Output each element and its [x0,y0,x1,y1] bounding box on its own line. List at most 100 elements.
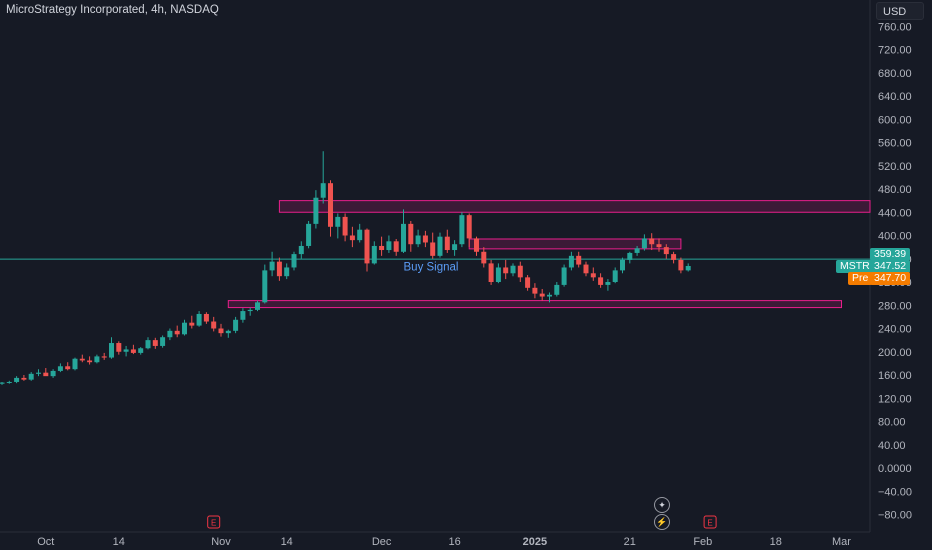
x-tick-label: Feb [693,536,712,548]
candle-body [598,277,604,285]
y-tick-label: 280.00 [878,300,912,312]
y-tick-label: −40.00 [878,486,912,498]
candle-body [379,245,385,251]
symbol-title[interactable]: MicroStrategy Incorporated, 4h, NASDAQ [6,4,219,16]
candle-body [72,358,78,370]
x-tick-label: Oct [37,536,54,548]
candle-body [452,244,458,251]
earnings-marker-label: E [211,519,216,528]
x-tick-label: Nov [211,536,231,548]
plus-circle-icon[interactable]: ✦ [654,497,670,513]
y-tick-label: 600.00 [878,114,912,126]
candle-body [335,216,341,227]
buy-signal-annotation[interactable]: Buy Signal [404,261,459,273]
candle-body [430,242,436,256]
x-tick-label: 2025 [523,536,547,548]
level-price-tag: 359.39 [870,248,911,261]
candle-body [568,255,574,268]
candle-body [130,349,136,353]
currency-button[interactable]: USD [876,2,924,20]
candle-body [291,254,297,268]
candle-body [408,223,414,245]
candle-body [36,372,41,374]
y-tick-label: 760.00 [878,21,912,33]
candle-body [65,366,71,370]
candle-body [532,287,538,294]
candle-body [0,382,5,384]
candle-body [79,358,85,361]
candle-body [269,261,275,271]
candle-body [576,255,582,265]
candle-body [364,229,370,264]
candle-body [547,294,552,297]
candle-body [21,377,27,380]
candle-body [28,373,34,380]
candle-body [313,197,319,224]
y-tick-label: 80.00 [878,417,906,429]
candle-body [525,277,531,288]
y-tick-label: 200.00 [878,347,912,359]
candle-body [649,238,655,245]
candle-body [641,238,647,249]
y-tick-label: 640.00 [878,91,912,103]
candle-body [276,261,282,277]
candle-body [510,265,516,274]
candle-body [50,370,56,377]
candle-body [371,245,377,264]
x-tick-label: Mar [832,536,851,548]
candle-body [233,319,239,331]
candle-body [94,356,100,363]
candle-body [634,248,640,253]
candle-body [437,236,443,256]
candle-body [160,337,166,346]
y-tick-label: 400.00 [878,231,912,243]
lightning-circle-icon[interactable]: ⚡ [654,514,670,530]
candle-body [488,263,494,282]
support-resistance-zone[interactable] [227,300,843,309]
candle-body [357,229,363,241]
candle-body [247,309,253,312]
earnings-marker[interactable] [703,515,717,529]
candle-body [685,266,691,271]
candle-body [342,216,348,236]
x-tick-label: 14 [113,536,125,548]
candle-body [101,356,107,358]
x-tick-label: 21 [624,536,636,548]
candle-body [196,313,202,326]
candle-body [386,241,392,251]
candle-body [495,267,501,282]
y-tick-label: 0.0000 [878,463,912,475]
support-resistance-zone[interactable] [278,200,871,213]
candle-body [225,330,231,334]
y-tick-label: 520.00 [878,161,912,173]
y-tick-label: 240.00 [878,324,912,336]
candle-body [671,254,677,260]
candle-body [152,340,158,346]
earnings-marker[interactable] [207,515,221,529]
candle-body [349,235,355,241]
candle-body [474,238,479,252]
support-resistance-zone[interactable] [468,238,682,250]
pre-label-tag: Pre [848,272,873,285]
candle-body [138,348,144,353]
candle-body [620,259,625,271]
candle-body [14,377,20,382]
candle-body [503,267,509,274]
candle-body [255,302,260,310]
candle-body [612,270,618,282]
candle-body [663,247,669,255]
y-tick-label: 440.00 [878,207,912,219]
candle-body [590,273,596,278]
candle-body [189,322,195,326]
y-tick-label: 40.00 [878,440,906,452]
candle-body [656,244,662,248]
y-tick-label: 680.00 [878,68,912,80]
candle-body [182,322,187,335]
candle-body [298,245,304,255]
candle-body [459,215,465,245]
candle-body [123,349,129,352]
candle-body [57,366,63,371]
y-tick-label: 720.00 [878,45,912,57]
candle-body [444,236,450,251]
